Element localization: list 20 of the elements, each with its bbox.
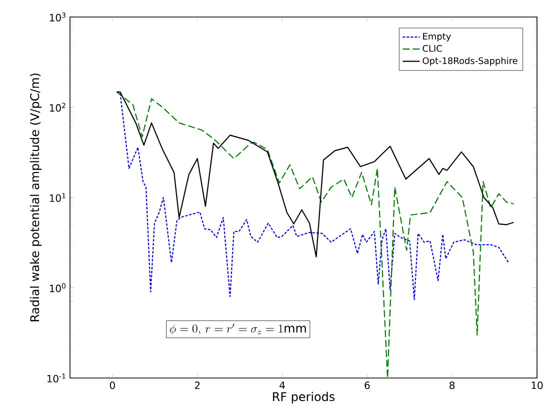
y-tick-label: 10$^{3}$ <box>50 12 66 22</box>
y-tick-label: 10$^{1}$ <box>50 193 66 202</box>
y-tick-label: 10$^{-1}$ <box>47 374 66 382</box>
legend-label: CLIC <box>422 45 442 52</box>
legend-label: Empty <box>423 33 451 42</box>
x-axis-title: RF periods <box>273 392 335 404</box>
x-tick-label: 6 <box>364 382 370 390</box>
line-series <box>116 91 514 378</box>
x-tick-label: 0 <box>110 382 115 390</box>
y-tick-label: 10$^{0}$ <box>50 283 66 292</box>
line-series <box>116 91 510 300</box>
x-tick-label: 8 <box>450 382 455 390</box>
x-tick-label: 10 <box>532 382 543 390</box>
x-tick-label: 2 <box>194 382 200 389</box>
y-axis-title: Radial wake potential amplitude (V/pC/m) <box>30 74 42 322</box>
x-tick-label: 4 <box>280 382 285 389</box>
legend-label: Opt-18Rods-Sapphire <box>422 57 518 66</box>
annotation: $\phi=0,\, r=r'=\sigma_z=1\mathrm{mm}$ <box>170 324 306 335</box>
line-series <box>116 91 514 258</box>
y-tick-label: 10$^{2}$ <box>50 102 66 112</box>
